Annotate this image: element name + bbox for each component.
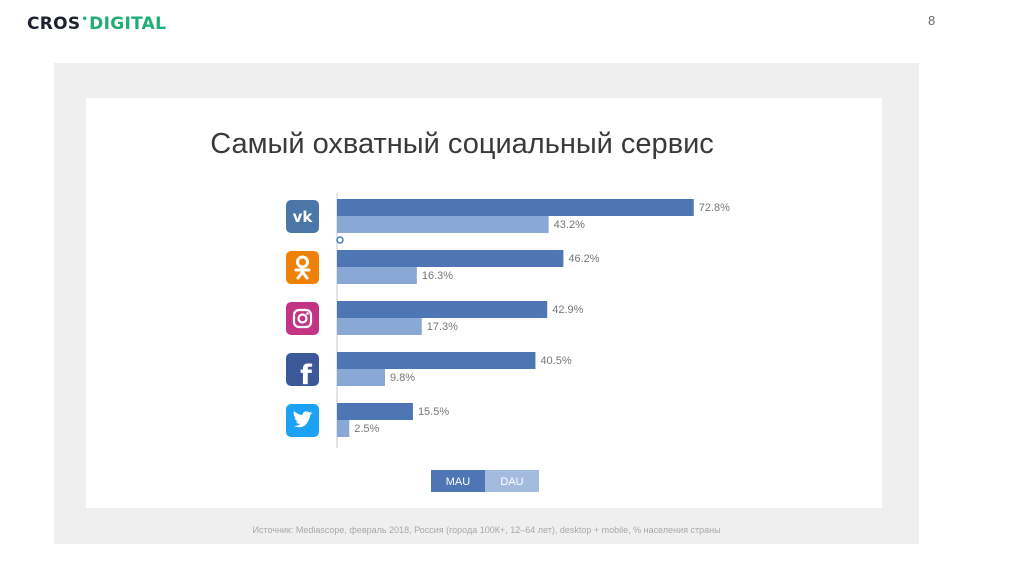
page-number: 8 [928, 13, 936, 28]
bar-mau-5 [337, 403, 413, 420]
bar-dau-5 [337, 420, 350, 437]
bar-mau-4 [337, 352, 536, 369]
data-label-mau-4: 40.5% [540, 355, 571, 367]
data-label-mau-3: 42.9% [552, 304, 583, 316]
bar-dau-1 [337, 216, 549, 233]
bar-dau-2 [337, 267, 417, 284]
bar-dau-4 [337, 369, 386, 386]
category-3: 42.9% 17.3% [286, 301, 584, 335]
svg-text:vk: vk [293, 208, 314, 226]
data-label-dau-5: 2.5% [354, 423, 379, 435]
svg-text:f: f [300, 360, 312, 391]
data-label-dau-1: 43.2% [554, 219, 585, 231]
ok-icon [286, 251, 319, 284]
data-label-dau-2: 16.3% [422, 270, 453, 282]
logo-dot: • [81, 14, 89, 25]
legend: MAU DAU [431, 470, 539, 492]
bar-mau-2 [337, 250, 564, 267]
logo-text-cros: CROS [27, 14, 81, 34]
chart-title: Самый охватный социальный сервис [210, 128, 714, 160]
category-2: 46.2% 16.3% [286, 250, 600, 284]
bar-mau-3 [337, 301, 548, 318]
legend-toggle-dau[interactable] [485, 470, 539, 492]
data-label-mau-1: 72.8% [699, 202, 730, 214]
instagram-icon [286, 302, 319, 335]
data-label-mau-5: 15.5% [418, 406, 449, 418]
category-4: f 40.5% 9.8% [286, 352, 572, 391]
bar-dau-3 [337, 318, 422, 335]
twitter-icon [286, 404, 319, 437]
slide-frame: Самый охватный социальный сервис vk 72.8%… [54, 63, 919, 544]
vk-icon: vk [286, 200, 319, 233]
data-label-dau-3: 17.3% [427, 321, 458, 333]
marker-dot [336, 236, 344, 244]
legend-toggle-mau[interactable] [431, 470, 485, 492]
bar-chart: vk 72.8% 43.2% 46.2% 16.3% 42.9% 17.3% f 40.5% 9.… [286, 193, 730, 492]
category-5: 15.5% 2.5% [286, 403, 449, 437]
data-label-dau-4: 9.8% [390, 372, 415, 384]
chart-card: Самый охватный социальный сервис vk 72.8%… [86, 98, 882, 508]
source-note: Источник: Mediascope, февраль 2018, Росс… [252, 525, 721, 535]
legend-label-dau: DAU [500, 476, 523, 488]
brand-logo: CROS•DIGITAL [27, 9, 166, 35]
data-label-mau-2: 46.2% [568, 253, 599, 265]
bar-mau-1 [337, 199, 694, 216]
category-1: vk 72.8% 43.2% [286, 199, 730, 233]
facebook-icon: f [286, 353, 319, 391]
logo-text-digital: DIGITAL [89, 14, 167, 34]
legend-label-mau: MAU [446, 476, 471, 488]
